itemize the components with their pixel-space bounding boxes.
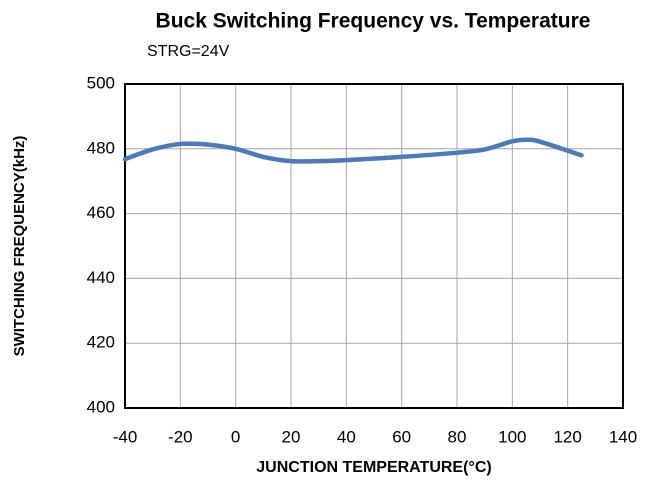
x-tick-label: 120 (553, 427, 581, 446)
y-tick-label: 440 (87, 268, 115, 287)
x-tick-label: 0 (231, 427, 240, 446)
x-tick-label: 80 (448, 427, 467, 446)
y-tick-label: 500 (87, 73, 115, 92)
chart-subtitle: STRG=24V (147, 43, 230, 60)
data-line (122, 137, 584, 164)
x-axis-label: JUNCTION TEMPERATURE(°C) (256, 459, 491, 476)
chart-title: Buck Switching Frequency vs. Temperature (156, 10, 591, 33)
y-axis-label: SWITCHING FREQUENCY(kHz) (11, 136, 28, 357)
x-tick-label: 60 (392, 427, 411, 446)
y-tick-label: 460 (87, 203, 115, 222)
y-tick-label: 400 (87, 397, 115, 416)
x-tick-label: 40 (337, 427, 356, 446)
x-tick-label: -20 (168, 427, 193, 446)
x-tick-label: 140 (609, 427, 637, 446)
y-tick-label: 420 (87, 333, 115, 352)
x-tick-label: -40 (113, 427, 138, 446)
y-tick-label: 480 (87, 138, 115, 157)
x-tick-label: 20 (282, 427, 301, 446)
plot-border (124, 83, 624, 409)
x-tick-label: 100 (498, 427, 526, 446)
